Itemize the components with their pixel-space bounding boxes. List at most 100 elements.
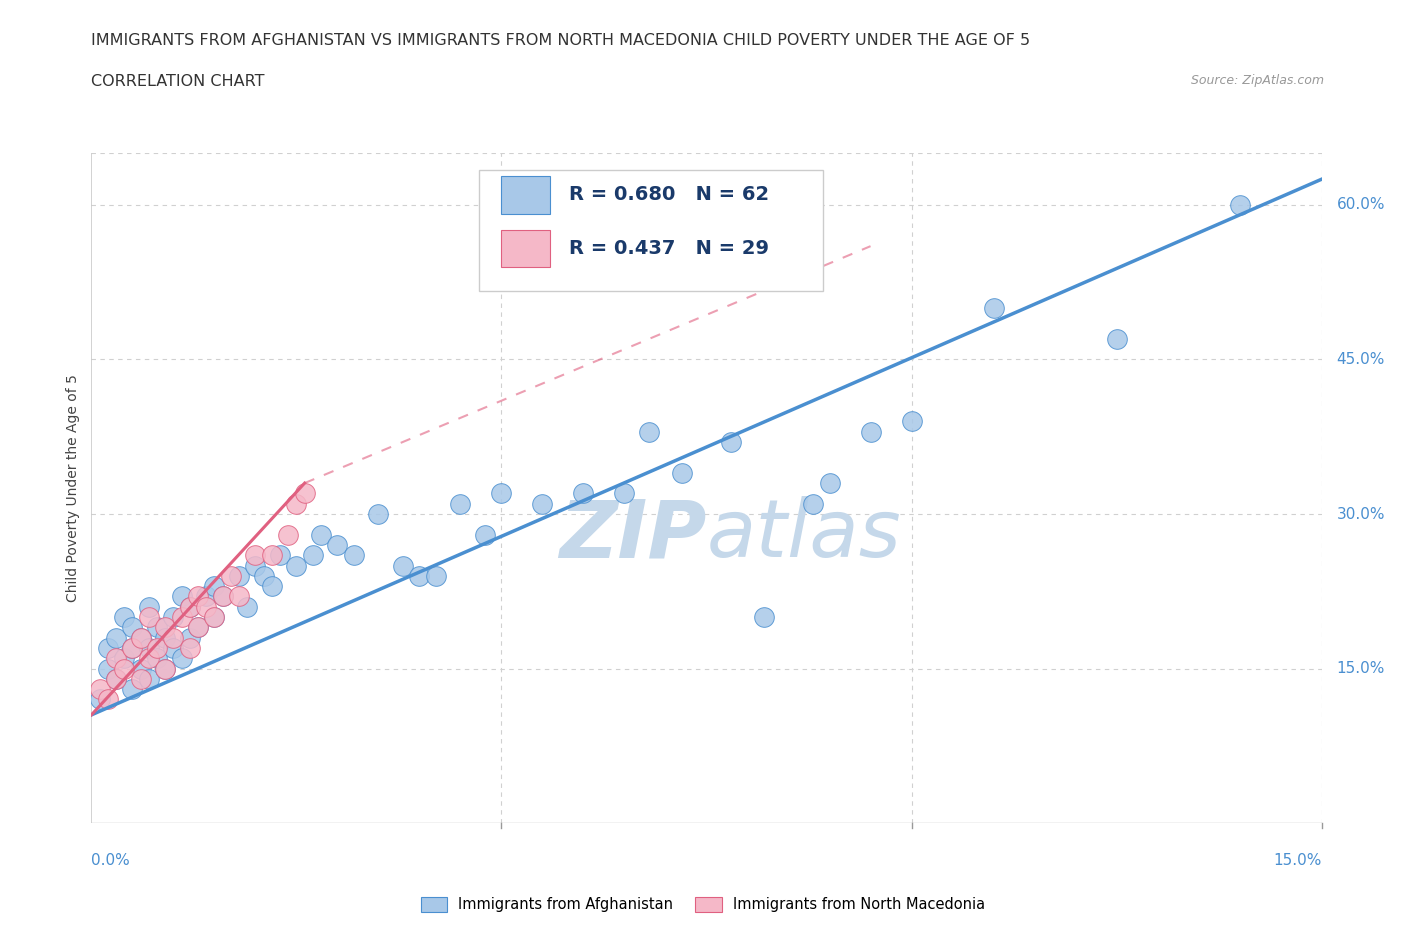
Point bbox=[187, 620, 209, 635]
Point bbox=[236, 599, 259, 614]
Point bbox=[112, 609, 135, 624]
Point bbox=[153, 620, 177, 635]
Point bbox=[392, 558, 415, 573]
Point bbox=[253, 568, 276, 583]
Point bbox=[105, 651, 127, 666]
Point bbox=[228, 589, 250, 604]
Point bbox=[425, 568, 447, 583]
FancyBboxPatch shape bbox=[479, 170, 824, 291]
Point bbox=[613, 486, 636, 501]
Point bbox=[801, 497, 824, 512]
Point bbox=[121, 641, 143, 656]
Point bbox=[179, 641, 201, 656]
Legend: Immigrants from Afghanistan, Immigrants from North Macedonia: Immigrants from Afghanistan, Immigrants … bbox=[415, 891, 991, 918]
Point bbox=[983, 300, 1005, 315]
Point bbox=[170, 609, 193, 624]
Point bbox=[219, 568, 242, 583]
Point bbox=[138, 599, 160, 614]
Point bbox=[129, 631, 152, 645]
Text: 0.0%: 0.0% bbox=[91, 853, 131, 869]
Point bbox=[97, 692, 120, 707]
Point bbox=[326, 538, 349, 552]
Point bbox=[129, 631, 152, 645]
Point bbox=[97, 661, 120, 676]
Point bbox=[112, 661, 135, 676]
Point bbox=[187, 620, 209, 635]
Point bbox=[202, 578, 225, 593]
Text: 15.0%: 15.0% bbox=[1274, 853, 1322, 869]
Point bbox=[1105, 331, 1128, 346]
Text: CORRELATION CHART: CORRELATION CHART bbox=[91, 74, 264, 89]
Point bbox=[153, 661, 177, 676]
Point bbox=[818, 475, 841, 490]
Text: 30.0%: 30.0% bbox=[1336, 507, 1385, 522]
Point bbox=[900, 414, 922, 429]
Point bbox=[294, 486, 316, 501]
Point bbox=[245, 548, 267, 563]
Point bbox=[89, 692, 111, 707]
Text: 15.0%: 15.0% bbox=[1336, 661, 1385, 676]
Point bbox=[153, 631, 177, 645]
Point bbox=[572, 486, 595, 501]
Point bbox=[146, 651, 169, 666]
Point bbox=[187, 589, 209, 604]
Point bbox=[105, 671, 127, 686]
Point bbox=[638, 424, 661, 439]
Point bbox=[408, 568, 430, 583]
Point bbox=[153, 661, 177, 676]
Text: R = 0.680   N = 62: R = 0.680 N = 62 bbox=[568, 185, 769, 205]
Point bbox=[121, 682, 143, 697]
Text: ZIP: ZIP bbox=[560, 496, 706, 574]
Point bbox=[309, 527, 332, 542]
Point bbox=[367, 507, 389, 522]
Point bbox=[474, 527, 496, 542]
Point bbox=[138, 651, 160, 666]
Point bbox=[170, 651, 193, 666]
Point bbox=[146, 641, 169, 656]
Point bbox=[285, 558, 308, 573]
Point bbox=[146, 620, 169, 635]
Text: IMMIGRANTS FROM AFGHANISTAN VS IMMIGRANTS FROM NORTH MACEDONIA CHILD POVERTY UND: IMMIGRANTS FROM AFGHANISTAN VS IMMIGRANT… bbox=[91, 33, 1031, 47]
Point bbox=[195, 589, 218, 604]
Point bbox=[179, 631, 201, 645]
Point bbox=[202, 609, 225, 624]
Point bbox=[162, 631, 184, 645]
Point bbox=[202, 609, 225, 624]
Y-axis label: Child Poverty Under the Age of 5: Child Poverty Under the Age of 5 bbox=[66, 374, 80, 603]
Point bbox=[121, 641, 143, 656]
Point bbox=[105, 671, 127, 686]
Point bbox=[129, 661, 152, 676]
Text: 45.0%: 45.0% bbox=[1336, 352, 1385, 367]
FancyBboxPatch shape bbox=[501, 176, 550, 214]
Point bbox=[260, 578, 283, 593]
Point bbox=[228, 568, 250, 583]
Point bbox=[162, 609, 184, 624]
Point bbox=[179, 599, 201, 614]
Point bbox=[211, 589, 233, 604]
Point bbox=[97, 641, 120, 656]
Text: 60.0%: 60.0% bbox=[1336, 197, 1385, 212]
Point bbox=[752, 609, 775, 624]
Point bbox=[121, 620, 143, 635]
Point bbox=[138, 671, 160, 686]
Point bbox=[105, 631, 127, 645]
Point bbox=[449, 497, 471, 512]
Point bbox=[260, 548, 283, 563]
Text: atlas: atlas bbox=[706, 496, 901, 574]
Point bbox=[1229, 197, 1251, 212]
Point bbox=[301, 548, 323, 563]
Point bbox=[138, 641, 160, 656]
Point bbox=[343, 548, 366, 563]
Point bbox=[285, 497, 308, 512]
Point bbox=[671, 465, 693, 480]
Point bbox=[211, 589, 233, 604]
FancyBboxPatch shape bbox=[501, 230, 550, 267]
Point bbox=[138, 609, 160, 624]
Point bbox=[491, 486, 513, 501]
Point bbox=[112, 651, 135, 666]
Point bbox=[269, 548, 291, 563]
Point bbox=[129, 671, 152, 686]
Point bbox=[859, 424, 882, 439]
Point bbox=[195, 599, 218, 614]
Point bbox=[531, 497, 554, 512]
